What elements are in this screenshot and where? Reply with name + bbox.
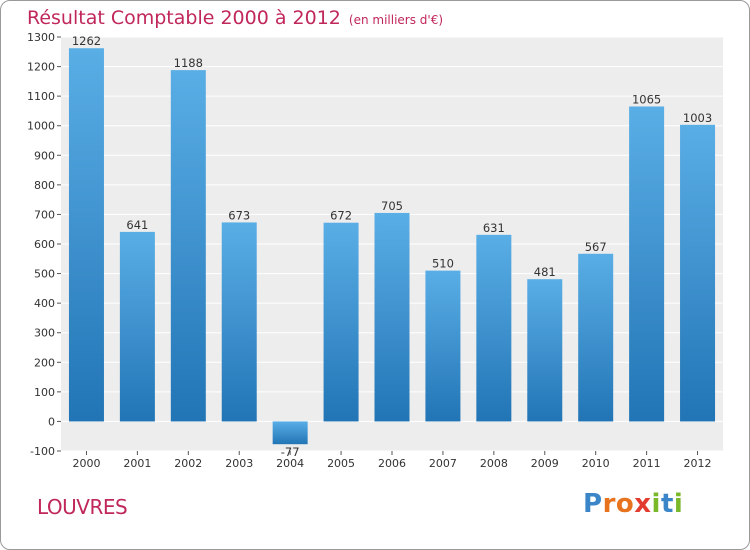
y-tick-label: 600 [34, 238, 55, 251]
y-tick-label: 800 [34, 179, 55, 192]
bars [68, 48, 716, 445]
bar [680, 124, 716, 422]
bar [476, 234, 512, 422]
bar-value-label: 1188 [174, 56, 203, 70]
logo-letter: o [615, 489, 635, 519]
value-labels: 1262 641 1188 673 -77 672 705 510 631 481 567 1065 1… [72, 34, 712, 459]
bar [170, 70, 206, 422]
x-tick-label: 2009 [531, 457, 559, 470]
logo-letter: i [673, 489, 684, 519]
bar-value-label: 1003 [683, 111, 712, 125]
y-tick-label: -100 [30, 445, 55, 458]
bar-value-label: -77 [281, 445, 300, 459]
y-tick-label: 1100 [27, 90, 55, 103]
y-axis-ticks: -100 0 100 200 300 400 500 600 700 800 900 1000 1100… [27, 31, 61, 458]
bar-value-label: 510 [432, 257, 454, 271]
x-tick-label: 2010 [582, 457, 610, 470]
logo-letter: i [651, 489, 661, 519]
title-text: Résultat Comptable 2000 à 2012 [27, 7, 341, 29]
y-tick-label: 500 [34, 268, 55, 281]
x-tick-label: 2004 [276, 457, 304, 470]
x-tick-label: 2012 [684, 457, 712, 470]
bar-value-label: 641 [126, 218, 148, 232]
bar-value-label: 673 [228, 208, 250, 222]
x-tick-label: 2003 [225, 457, 253, 470]
bar [119, 231, 155, 422]
logo-letter: t [660, 489, 674, 519]
bar [221, 222, 257, 422]
bar-value-label: 481 [534, 265, 556, 279]
y-tick-label: 400 [34, 297, 55, 310]
title-unit: (en milliers d'€) [348, 13, 444, 27]
bar [374, 212, 410, 422]
bar [527, 279, 563, 422]
y-tick-label: 200 [34, 356, 55, 369]
bar-value-label: 1065 [632, 92, 661, 106]
x-tick-label: 2001 [123, 457, 151, 470]
bar-value-label: 705 [381, 199, 403, 213]
logo-letter: P [583, 489, 603, 519]
bar [425, 270, 461, 422]
y-tick-label: 300 [34, 327, 55, 340]
location-label: LOUVRES [37, 495, 128, 519]
proxiti-logo: Proxiti [583, 489, 683, 519]
bar-value-label: 1262 [72, 34, 101, 48]
bar [272, 421, 308, 445]
bar-value-label: 672 [330, 209, 352, 223]
x-tick-label: 2011 [633, 457, 661, 470]
bar [578, 253, 614, 422]
x-tick-label: 2008 [480, 457, 508, 470]
bar [629, 106, 665, 422]
bar-value-label: 631 [483, 221, 505, 235]
x-axis-ticks: 2000 2001 2002 2003 2004 2005 2006 2007 2008 2009… [72, 451, 712, 470]
bar-value-label: 567 [585, 240, 607, 254]
logo-letter: x [634, 489, 652, 519]
x-tick-label: 2007 [429, 457, 457, 470]
y-tick-label: 1200 [27, 61, 55, 74]
chart-title: Résultat Comptable 2000 à 2012 (en millie… [27, 7, 443, 29]
y-tick-label: 700 [34, 208, 55, 221]
x-tick-label: 2006 [378, 457, 406, 470]
y-tick-label: 1300 [27, 31, 55, 44]
bar [68, 48, 104, 422]
y-tick-label: 900 [34, 149, 55, 162]
logo-letter: r [602, 489, 616, 519]
y-tick-label: 100 [34, 386, 55, 399]
x-tick-label: 2002 [174, 457, 202, 470]
y-tick-label: 1000 [27, 120, 55, 133]
y-tick-label: 0 [48, 415, 55, 428]
bar [323, 222, 359, 422]
x-tick-label: 2005 [327, 457, 355, 470]
x-tick-label: 2000 [72, 457, 100, 470]
